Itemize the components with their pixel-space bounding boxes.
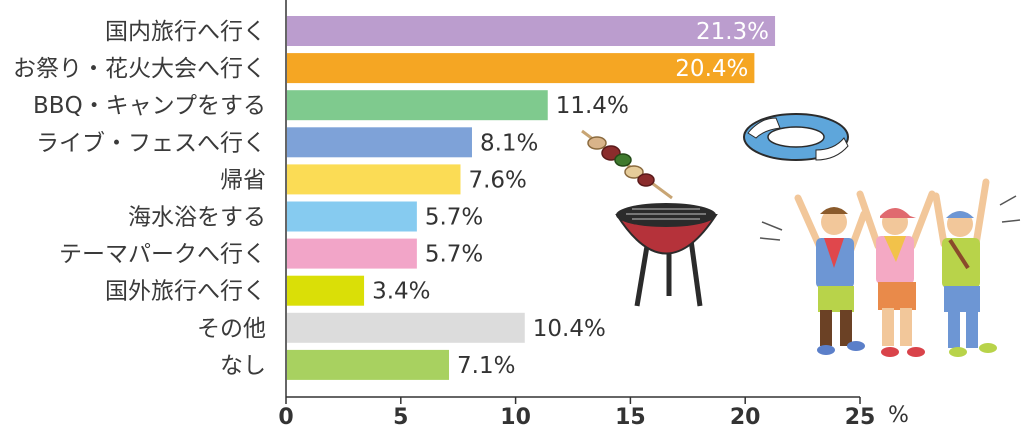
grill-icon [615, 203, 718, 307]
category-label: 国外旅行へ行く [105, 279, 266, 305]
value-label: 7.6% [468, 167, 526, 193]
value-label: 5.7% [425, 205, 483, 231]
value-label: 20.4% [675, 56, 748, 82]
value-label: 10.4% [533, 316, 606, 342]
skewer-icon [581, 129, 673, 200]
category-label: その他 [197, 316, 266, 342]
bar-series: 国内旅行へ行く 21.3% お祭り・花火大会へ行く 20.4% BBQ・キャンプをする 1… [13, 16, 776, 380]
bar [287, 90, 548, 121]
x-tick-label: 20 [730, 405, 761, 430]
x-axis-ticks: 0 5 10 15 20 25 [278, 397, 875, 430]
bar [287, 201, 417, 232]
x-tick-label: 0 [278, 405, 293, 430]
bar [287, 349, 450, 380]
value-label: 11.4% [556, 93, 629, 119]
x-tick-label: 25 [845, 405, 876, 430]
category-label: 帰省 [220, 167, 266, 193]
swim-ring-icon [743, 113, 849, 161]
bar [287, 312, 525, 343]
category-label: お祭り・花火大会へ行く [13, 56, 266, 82]
category-label: 海水浴をする [128, 205, 266, 231]
x-tick-label: 10 [500, 405, 531, 430]
bar [287, 164, 461, 195]
bar [287, 238, 417, 269]
bar [287, 53, 755, 84]
category-label: ライブ・フェスへ行く [36, 130, 266, 156]
value-label: 7.1% [457, 353, 515, 379]
value-label: 5.7% [425, 242, 483, 268]
category-label: 国内旅行へ行く [105, 19, 266, 45]
category-label: BBQ・キャンプをする [33, 93, 266, 119]
value-label: 3.4% [372, 279, 430, 305]
value-label: 21.3% [696, 19, 769, 45]
x-tick-label: 5 [393, 405, 408, 430]
bar [287, 275, 365, 306]
category-label: なし [220, 353, 266, 379]
x-axis-unit: % [888, 403, 909, 428]
category-label: テーマパークへ行く [59, 242, 266, 268]
axes: 0 5 10 15 20 25 % [278, 0, 909, 430]
cheering-people-icon [759, 178, 1021, 357]
x-tick-label: 15 [615, 405, 646, 430]
value-label: 8.1% [480, 130, 538, 156]
bar [287, 127, 472, 158]
bar [287, 16, 776, 46]
